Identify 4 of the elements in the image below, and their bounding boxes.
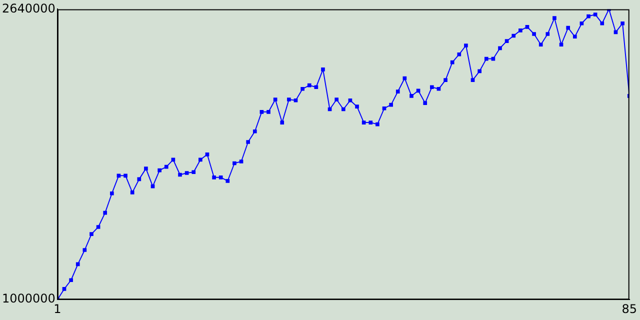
y-tick-label: 1000000: [2, 292, 56, 306]
y-tick-label: 2640000: [2, 1, 56, 16]
x-tick-label: 1: [54, 302, 62, 316]
x-tick-label: 85: [622, 302, 638, 316]
